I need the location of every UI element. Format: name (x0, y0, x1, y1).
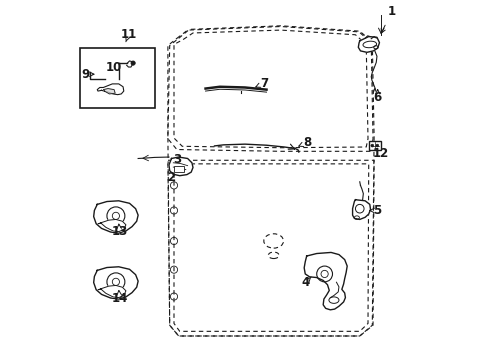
Polygon shape (103, 89, 115, 94)
FancyBboxPatch shape (369, 141, 381, 150)
Polygon shape (97, 84, 124, 95)
Polygon shape (353, 200, 370, 220)
Text: 6: 6 (373, 91, 382, 104)
Text: 9: 9 (81, 68, 90, 81)
Polygon shape (169, 157, 193, 176)
Text: 11: 11 (121, 28, 137, 41)
Polygon shape (358, 37, 379, 52)
Bar (80, 48, 155, 108)
Text: 4: 4 (302, 276, 310, 289)
Circle shape (371, 144, 374, 147)
Text: 2: 2 (168, 171, 175, 184)
Polygon shape (98, 220, 126, 231)
Text: 3: 3 (173, 153, 181, 166)
Text: 1: 1 (388, 5, 396, 18)
Polygon shape (94, 267, 138, 299)
Text: 10: 10 (106, 60, 122, 73)
Text: 8: 8 (304, 136, 312, 149)
Text: 7: 7 (261, 77, 269, 90)
Circle shape (376, 144, 379, 147)
Text: 13: 13 (111, 225, 127, 238)
Circle shape (131, 61, 135, 65)
Text: 12: 12 (373, 147, 390, 159)
Text: 5: 5 (373, 204, 382, 217)
Circle shape (321, 270, 328, 278)
Text: 14: 14 (111, 292, 128, 305)
Circle shape (112, 278, 120, 285)
Polygon shape (304, 252, 347, 310)
Circle shape (112, 212, 120, 220)
Polygon shape (94, 201, 138, 233)
Bar (174, 166, 184, 172)
Polygon shape (98, 285, 126, 298)
